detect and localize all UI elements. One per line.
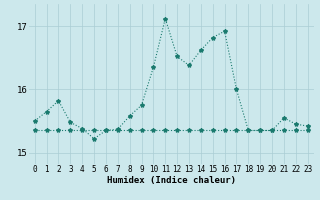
X-axis label: Humidex (Indice chaleur): Humidex (Indice chaleur) (107, 176, 236, 185)
